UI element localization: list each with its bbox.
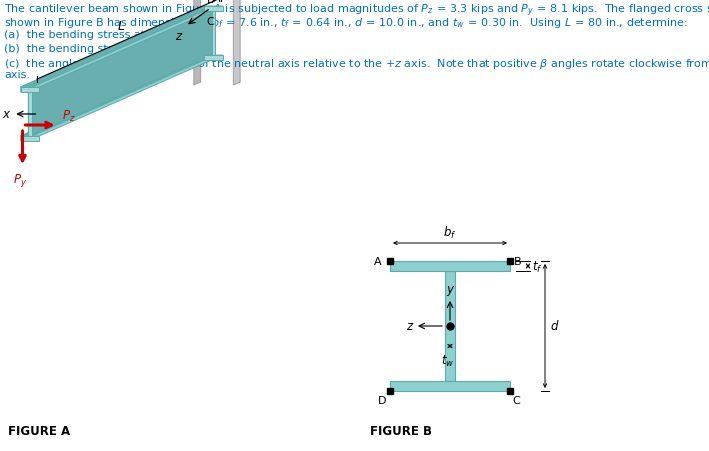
Text: (b)  the bending stress at point B.: (b) the bending stress at point B. — [4, 43, 192, 53]
Text: B: B — [514, 257, 522, 267]
Text: x: x — [2, 108, 9, 121]
Text: L: L — [118, 20, 125, 33]
Bar — [445, 272, 455, 381]
Text: $b_f$: $b_f$ — [443, 225, 457, 240]
Text: The cantilever beam shown in Figure A is subjected to load magnitudes of $P_z\,=: The cantilever beam shown in Figure A is… — [4, 3, 709, 19]
Polygon shape — [21, 56, 223, 137]
Text: (a)  the bending stress at point A.: (a) the bending stress at point A. — [4, 30, 191, 40]
Polygon shape — [28, 93, 32, 137]
Text: A: A — [374, 257, 382, 267]
Text: $P_y$: $P_y$ — [13, 172, 28, 189]
Polygon shape — [233, 0, 240, 86]
Text: z: z — [406, 320, 412, 333]
Bar — [390, 262, 510, 272]
Polygon shape — [21, 137, 39, 142]
Text: $t_f$: $t_f$ — [532, 259, 542, 274]
Text: B: B — [207, 0, 215, 5]
Polygon shape — [21, 56, 204, 142]
Text: d: d — [550, 320, 557, 333]
Text: shown in Figure B has dimensions of $b_f\,=\,7.6$ in., $t_f\,=\,0.64$ in., $d\,=: shown in Figure B has dimensions of $b_f… — [4, 17, 688, 30]
Polygon shape — [204, 7, 223, 12]
Polygon shape — [204, 56, 223, 61]
Text: (c)  the angle $\beta$ for the orientation of the neutral axis relative to the +: (c) the angle $\beta$ for the orientatio… — [4, 57, 709, 71]
Text: axis.: axis. — [4, 70, 30, 80]
Polygon shape — [21, 7, 223, 88]
Text: $P_z$: $P_z$ — [62, 109, 75, 124]
Text: FIGURE B: FIGURE B — [370, 424, 432, 437]
Polygon shape — [194, 0, 201, 86]
Polygon shape — [21, 88, 39, 93]
Polygon shape — [212, 12, 216, 56]
Bar — [390, 381, 510, 391]
Text: FIGURE A: FIGURE A — [8, 424, 70, 437]
Text: C: C — [206, 17, 214, 27]
Text: A: A — [213, 0, 220, 4]
Text: z: z — [175, 30, 182, 43]
Polygon shape — [28, 12, 212, 137]
Text: y: y — [447, 282, 454, 295]
Text: D: D — [377, 395, 386, 405]
Text: $t_w$: $t_w$ — [441, 353, 454, 368]
Polygon shape — [21, 7, 204, 93]
Text: C: C — [512, 395, 520, 405]
